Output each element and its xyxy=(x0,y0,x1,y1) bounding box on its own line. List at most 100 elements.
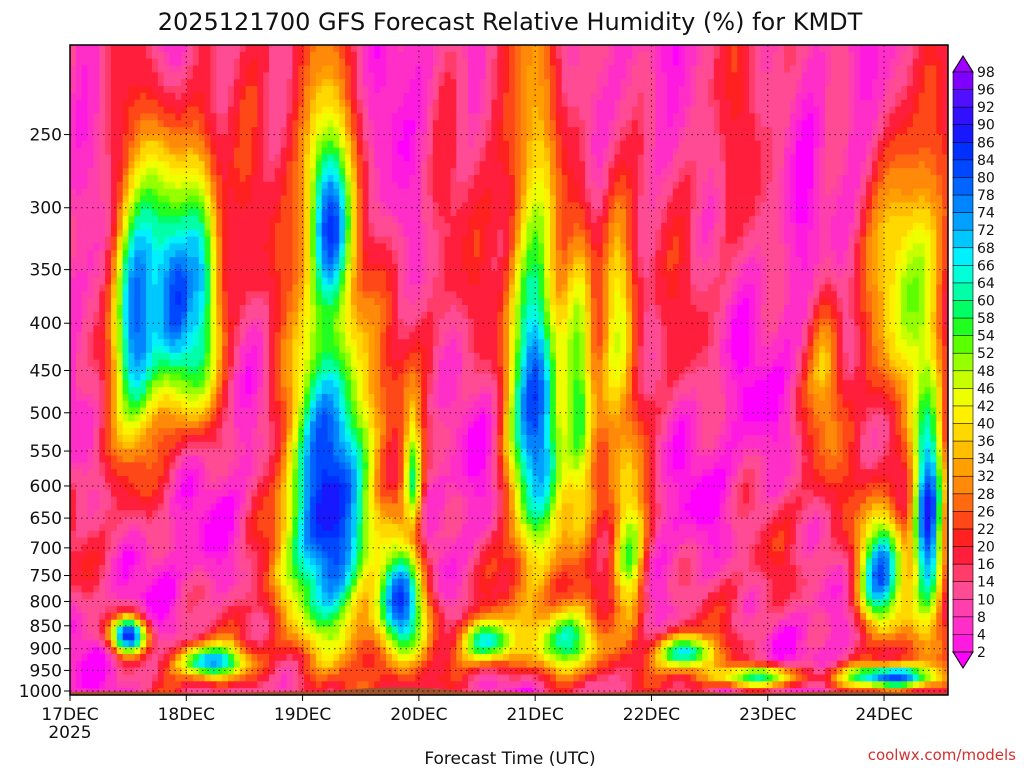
rh-cell xyxy=(830,257,838,265)
rh-cell xyxy=(421,195,428,203)
rh-cell xyxy=(678,236,686,245)
rh-cell xyxy=(380,99,387,108)
rh-cell xyxy=(427,86,434,94)
rh-cell xyxy=(468,257,475,265)
rh-cell xyxy=(907,175,914,183)
rh-cell xyxy=(737,236,744,245)
rh-cell xyxy=(380,188,387,197)
rh-cell xyxy=(848,154,855,162)
rh-cell xyxy=(918,127,926,135)
rh-cell xyxy=(93,161,100,169)
rh-cell xyxy=(403,106,411,115)
rh-cell xyxy=(585,168,592,176)
rh-cell xyxy=(661,195,668,203)
rh-cell xyxy=(667,263,674,272)
rh-cell xyxy=(327,250,334,258)
rh-cell xyxy=(830,127,838,135)
rh-cell xyxy=(397,257,405,265)
rh-cell xyxy=(286,243,294,251)
rh-cell xyxy=(134,86,141,94)
rh-cell xyxy=(163,168,171,176)
rh-cell xyxy=(157,181,165,190)
rh-cell xyxy=(579,147,586,156)
rh-cell xyxy=(631,175,639,183)
rh-cell xyxy=(298,270,305,279)
rh-cell xyxy=(678,86,686,94)
rh-cell xyxy=(187,72,194,80)
rh-cell xyxy=(216,243,223,251)
rh-cell xyxy=(397,140,405,149)
rh-cell xyxy=(163,147,171,156)
rh-cell xyxy=(514,120,522,128)
rh-cell xyxy=(245,168,253,176)
rh-cell xyxy=(181,147,188,156)
rh-cell xyxy=(819,79,826,87)
rh-cell xyxy=(374,72,381,80)
rh-cell xyxy=(661,147,668,156)
rh-cell xyxy=(245,65,253,73)
rh-cell xyxy=(169,45,176,53)
rh-cell xyxy=(901,120,908,128)
rh-cell xyxy=(222,161,229,169)
rh-cell xyxy=(204,72,212,80)
rh-cell xyxy=(509,181,516,190)
rh-cell xyxy=(514,209,522,217)
rh-cell xyxy=(883,154,891,162)
rh-cell xyxy=(356,86,364,94)
rh-cell xyxy=(573,222,580,231)
rh-cell xyxy=(784,51,791,60)
rh-cell xyxy=(181,92,188,101)
rh-cell xyxy=(122,257,130,265)
rh-cell xyxy=(146,106,153,115)
rh-cell xyxy=(766,236,773,245)
rh-cell xyxy=(315,140,323,149)
rh-cell xyxy=(210,188,217,197)
rh-cell xyxy=(251,113,258,121)
rh-cell xyxy=(292,113,299,121)
rh-cell xyxy=(743,133,750,142)
rh-cell xyxy=(836,99,844,108)
rh-cell xyxy=(286,216,294,224)
rh-cell xyxy=(432,161,440,169)
rh-cell xyxy=(655,99,662,108)
rh-cell xyxy=(520,72,528,80)
rh-cell xyxy=(198,106,206,115)
rh-cell xyxy=(81,45,89,53)
rh-cell xyxy=(128,79,135,87)
rh-cell xyxy=(380,181,387,190)
rh-cell xyxy=(421,65,428,73)
rh-cell xyxy=(637,216,645,224)
rh-cell xyxy=(210,236,217,245)
rh-cell xyxy=(146,45,153,53)
rh-cell xyxy=(415,175,422,183)
rh-cell xyxy=(836,250,844,258)
rh-cell xyxy=(339,99,346,108)
rh-cell xyxy=(631,65,639,73)
rh-cell xyxy=(497,181,504,190)
rh-cell xyxy=(860,99,867,108)
rh-cell xyxy=(309,161,317,169)
rh-cell xyxy=(110,147,118,156)
rh-cell xyxy=(825,243,832,251)
rh-cell xyxy=(298,175,305,183)
rh-cell xyxy=(789,243,797,251)
rh-cell xyxy=(549,195,557,203)
rh-cell xyxy=(731,147,738,156)
rh-cell xyxy=(403,147,411,156)
rh-cell xyxy=(327,106,334,115)
rh-cell xyxy=(403,216,411,224)
rh-cell xyxy=(538,45,545,53)
rh-cell xyxy=(661,120,668,128)
rh-cell xyxy=(655,243,662,251)
rh-cell xyxy=(444,188,452,197)
rh-cell xyxy=(327,79,334,87)
rh-cell xyxy=(222,147,229,156)
rh-cell xyxy=(830,120,838,128)
rh-cell xyxy=(544,58,551,67)
rh-cell xyxy=(397,263,405,272)
rh-cell xyxy=(181,257,188,265)
rh-cell xyxy=(661,79,668,87)
rh-cell xyxy=(75,243,83,251)
rh-cell xyxy=(216,257,223,265)
rh-cell xyxy=(491,263,498,272)
